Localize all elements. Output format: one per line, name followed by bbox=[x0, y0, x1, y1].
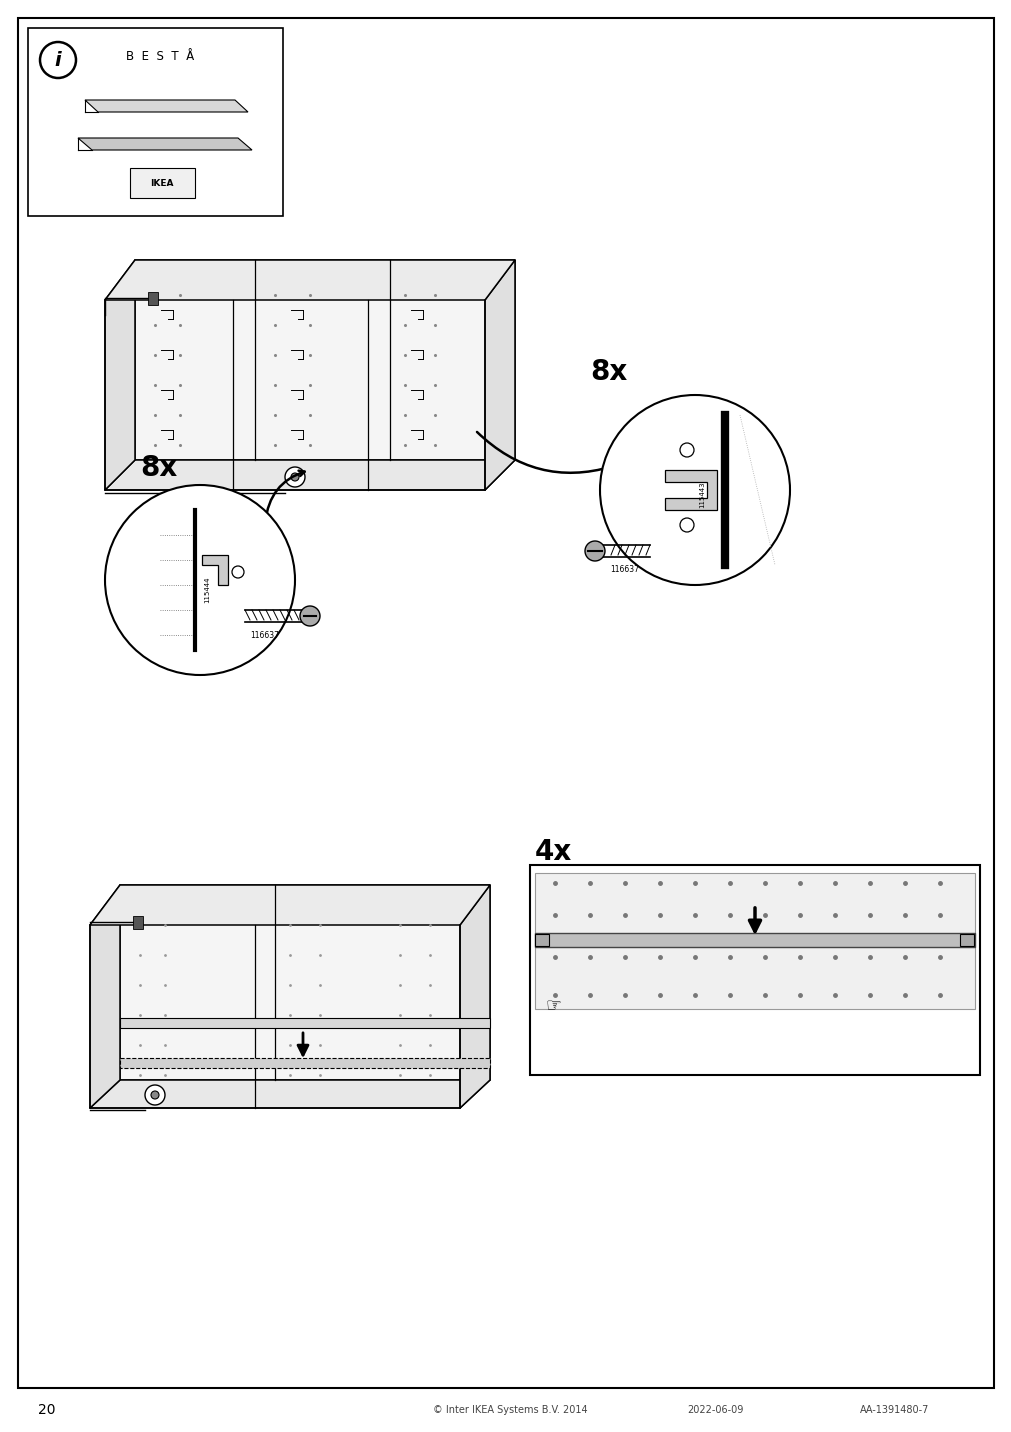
Circle shape bbox=[151, 1091, 159, 1098]
Text: 2022-06-09: 2022-06-09 bbox=[686, 1405, 742, 1415]
Circle shape bbox=[291, 473, 298, 481]
Bar bbox=[535, 934, 974, 947]
Polygon shape bbox=[460, 885, 489, 1108]
Polygon shape bbox=[90, 885, 489, 925]
Text: ☞: ☞ bbox=[545, 997, 560, 1014]
Text: IKEA: IKEA bbox=[150, 179, 174, 188]
Text: i: i bbox=[55, 50, 62, 70]
Bar bbox=[129, 168, 195, 198]
Bar bbox=[959, 934, 973, 947]
Circle shape bbox=[232, 566, 244, 579]
Polygon shape bbox=[202, 556, 227, 586]
Bar bbox=[535, 947, 974, 1010]
Bar bbox=[28, 29, 283, 216]
Polygon shape bbox=[120, 1018, 489, 1028]
Polygon shape bbox=[105, 261, 515, 299]
Circle shape bbox=[285, 467, 304, 487]
Circle shape bbox=[299, 606, 319, 626]
Circle shape bbox=[679, 518, 694, 533]
Text: 116637: 116637 bbox=[610, 566, 639, 574]
Polygon shape bbox=[105, 261, 134, 490]
Text: 4x: 4x bbox=[535, 838, 571, 866]
Polygon shape bbox=[134, 261, 515, 460]
Bar bbox=[535, 934, 548, 947]
Polygon shape bbox=[78, 137, 252, 150]
Circle shape bbox=[679, 442, 694, 457]
Bar bbox=[530, 865, 979, 1075]
Polygon shape bbox=[132, 916, 143, 929]
Text: © Inter IKEA Systems B.V. 2014: © Inter IKEA Systems B.V. 2014 bbox=[433, 1405, 586, 1415]
Polygon shape bbox=[120, 1058, 489, 1068]
Circle shape bbox=[40, 42, 76, 77]
Polygon shape bbox=[90, 1080, 489, 1108]
Circle shape bbox=[584, 541, 605, 561]
Polygon shape bbox=[85, 100, 248, 112]
Polygon shape bbox=[664, 470, 716, 510]
Circle shape bbox=[600, 395, 790, 586]
Circle shape bbox=[105, 485, 295, 674]
Bar bbox=[535, 874, 974, 935]
Circle shape bbox=[145, 1085, 165, 1106]
Polygon shape bbox=[148, 292, 158, 305]
Text: 8x: 8x bbox=[589, 358, 627, 387]
Text: 8x: 8x bbox=[140, 454, 177, 483]
Polygon shape bbox=[105, 460, 515, 490]
Text: 116637: 116637 bbox=[251, 630, 279, 640]
Polygon shape bbox=[484, 261, 515, 490]
Polygon shape bbox=[120, 885, 489, 1080]
Text: 115443: 115443 bbox=[699, 481, 705, 508]
Text: 20: 20 bbox=[38, 1403, 56, 1418]
Polygon shape bbox=[90, 885, 120, 1108]
Text: B  E  S  T  Å: B E S T Å bbox=[125, 50, 194, 63]
Text: 115444: 115444 bbox=[204, 577, 210, 603]
Text: AA-1391480-7: AA-1391480-7 bbox=[859, 1405, 929, 1415]
